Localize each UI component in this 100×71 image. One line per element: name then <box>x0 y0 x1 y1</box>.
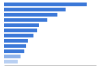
plot-area <box>4 3 87 64</box>
bar <box>4 39 28 43</box>
x-axis-line <box>5 65 97 66</box>
bar <box>4 44 26 48</box>
chart <box>0 0 100 71</box>
bar <box>4 8 66 12</box>
bar <box>4 55 21 59</box>
bar <box>4 29 37 33</box>
bar <box>4 34 33 38</box>
bar <box>4 18 47 22</box>
bar <box>4 23 39 27</box>
x-axis <box>5 65 97 66</box>
bar <box>4 60 18 64</box>
bar <box>4 13 57 17</box>
bar <box>4 3 87 7</box>
bar <box>4 49 24 53</box>
